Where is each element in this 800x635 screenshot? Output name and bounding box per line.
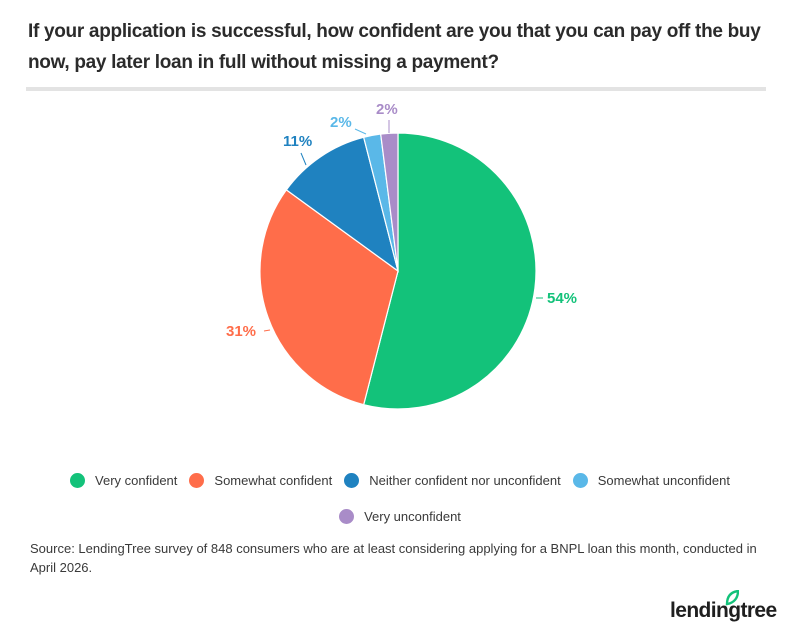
legend-swatch-icon (339, 509, 355, 524)
legend-label: Neither confident nor unconfident (369, 473, 561, 488)
slice-value-label: 11% (283, 133, 312, 150)
pie-slice-neither-confident-nor-unconfident (285, 136, 399, 273)
legend-label: Somewhat unconfident (597, 473, 730, 488)
source-note: Source: LendingTree survey of 848 consum… (30, 541, 757, 575)
legend-label: Very unconfident (364, 509, 461, 524)
legend-label: Very confident (95, 473, 178, 488)
pie-slice-very-unconfident (380, 132, 399, 272)
slice-value-label: 2% (376, 101, 398, 118)
pie-slice-somewhat-confident (259, 189, 399, 406)
legend-swatch-icon (344, 473, 360, 488)
legend-label: Somewhat confident (214, 473, 333, 488)
legend-swatch-icon (572, 473, 588, 488)
logo-wordmark: lendingtree (670, 599, 777, 622)
legend-item-neither-confident-nor-unconfident[interactable]: Neither confident nor unconfident (344, 464, 561, 497)
chart-title: If your application is successful, how c… (28, 21, 761, 73)
title-divider (26, 87, 766, 91)
legend-swatch-icon (70, 473, 86, 488)
slice-value-label: 2% (330, 114, 352, 131)
legend-swatch-icon (189, 473, 205, 488)
legend-item-very-unconfident[interactable]: Very unconfident (339, 500, 461, 533)
slice-value-label: 31% (226, 323, 256, 340)
label-leader-line (354, 128, 367, 135)
pie-slice-very-confident (362, 132, 537, 410)
legend-item-somewhat-unconfident[interactable]: Somewhat unconfident (572, 464, 730, 497)
label-leader-line (300, 152, 307, 166)
label-leader-line (263, 329, 271, 332)
chart-legend: Very confident Somewhat confident Neither … (40, 464, 760, 536)
legend-item-very-confident[interactable]: Very confident (70, 464, 177, 497)
leaf-icon (725, 590, 739, 606)
pie-chart: 54% 31% 11% 2% 2% (226, 101, 577, 410)
lendingtree-logo: lendingtree (670, 590, 780, 624)
legend-item-somewhat-confident[interactable]: Somewhat confident (189, 464, 332, 497)
slice-value-label: 54% (547, 290, 577, 307)
